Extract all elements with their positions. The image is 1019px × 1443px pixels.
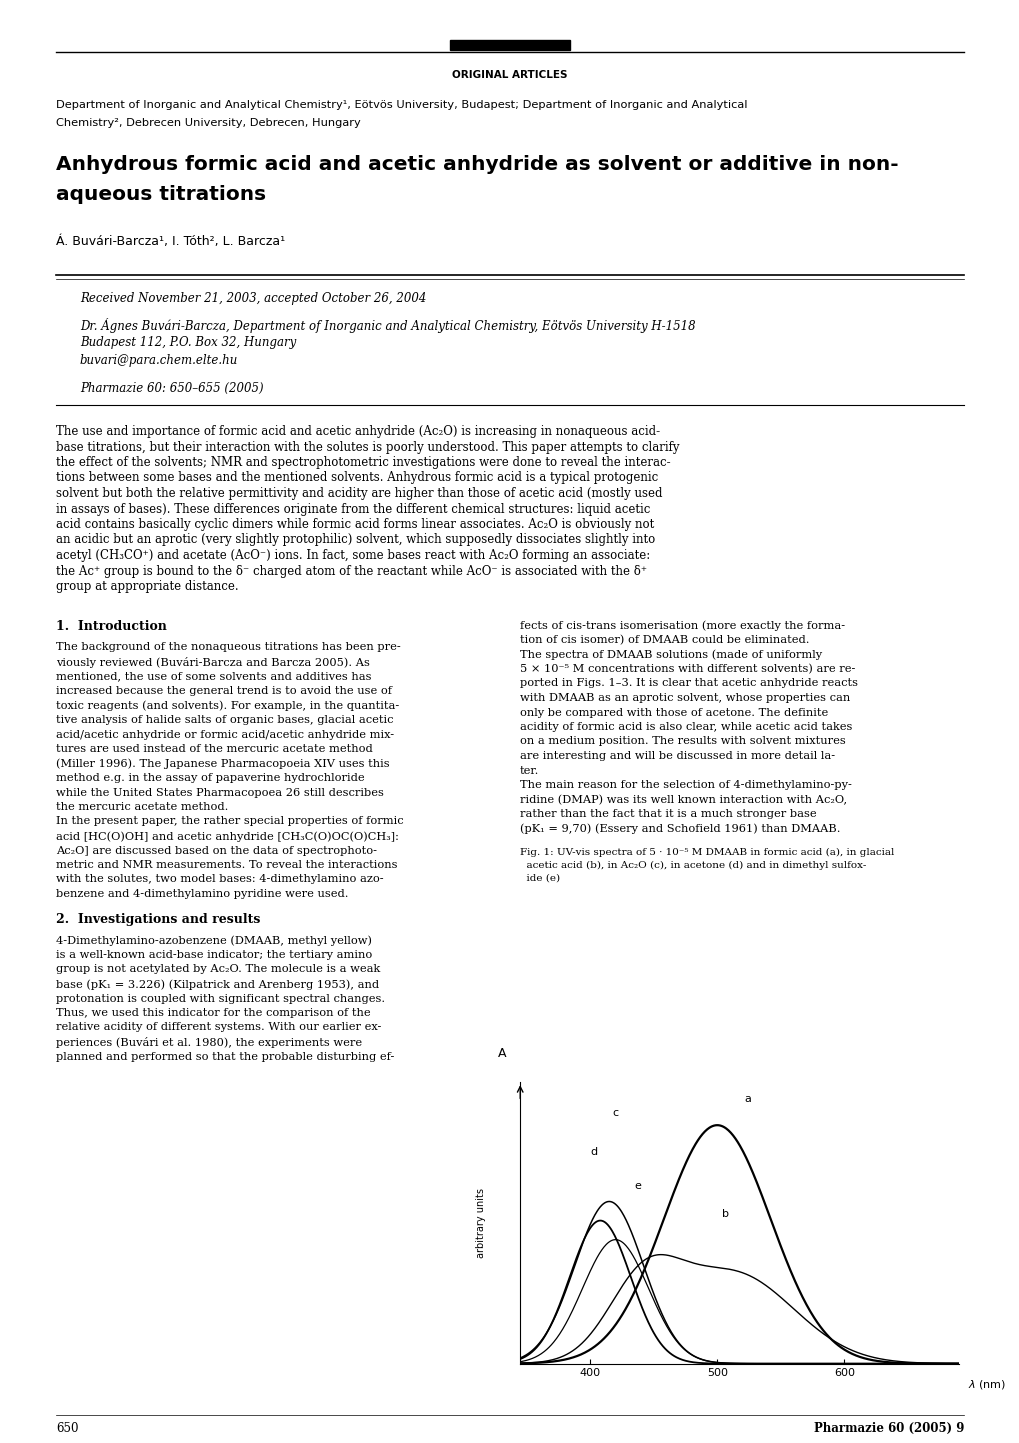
Text: benzene and 4-dimethylamino pyridine were used.: benzene and 4-dimethylamino pyridine wer…: [56, 889, 348, 899]
Text: Dr. Ágnes Buvári-Barcza, Department of Inorganic and Analytical Chemistry, Eötvö: Dr. Ágnes Buvári-Barcza, Department of I…: [79, 317, 695, 333]
Text: Received November 21, 2003, accepted October 26, 2004: Received November 21, 2003, accepted Oct…: [79, 291, 426, 304]
Text: acetic acid (b), in Ac₂O (c), in acetone (d) and in dimethyl sulfox-: acetic acid (b), in Ac₂O (c), in acetone…: [520, 861, 865, 870]
Text: d: d: [590, 1147, 597, 1157]
Text: Pharmazie 60 (2005) 9: Pharmazie 60 (2005) 9: [813, 1421, 963, 1434]
Text: an acidic but an aprotic (very slightly protophilic) solvent, which supposedly d: an acidic but an aprotic (very slightly …: [56, 534, 654, 547]
Text: the mercuric acetate method.: the mercuric acetate method.: [56, 802, 228, 812]
Text: $\lambda$ (nm): $\lambda$ (nm): [967, 1378, 1005, 1391]
Text: The background of the nonaqueous titrations has been pre-: The background of the nonaqueous titrati…: [56, 642, 400, 652]
Text: Pharmazie 60: 650–655 (2005): Pharmazie 60: 650–655 (2005): [79, 382, 263, 395]
Text: base titrations, but their interaction with the solutes is poorly understood. Th: base titrations, but their interaction w…: [56, 440, 679, 453]
Text: (pK₁ = 9,70) (Essery and Schofield 1961) than DMAAB.: (pK₁ = 9,70) (Essery and Schofield 1961)…: [520, 824, 840, 834]
Text: ORIGINAL ARTICLES: ORIGINAL ARTICLES: [451, 71, 568, 79]
Text: rather than the fact that it is a much stronger base: rather than the fact that it is a much s…: [520, 810, 816, 820]
Text: the Ac⁺ group is bound to the δ⁻ charged atom of the reactant while AcO⁻ is asso: the Ac⁺ group is bound to the δ⁻ charged…: [56, 564, 646, 577]
Text: tions between some bases and the mentioned solvents. Anhydrous formic acid is a : tions between some bases and the mention…: [56, 472, 657, 485]
Text: method e.g. in the assay of papaverine hydrochloride: method e.g. in the assay of papaverine h…: [56, 773, 364, 784]
Text: metric and NMR measurements. To reveal the interactions: metric and NMR measurements. To reveal t…: [56, 860, 397, 870]
Text: Thus, we used this indicator for the comparison of the: Thus, we used this indicator for the com…: [56, 1009, 370, 1017]
Text: fects of cis-trans isomerisation (more exactly the forma-: fects of cis-trans isomerisation (more e…: [520, 620, 845, 631]
Text: Chemistry², Debrecen University, Debrecen, Hungary: Chemistry², Debrecen University, Debrece…: [56, 118, 361, 128]
Text: in assays of bases). These differences originate from the different chemical str: in assays of bases). These differences o…: [56, 502, 650, 515]
Text: acid/acetic anhydride or formic acid/acetic anhydride mix-: acid/acetic anhydride or formic acid/ace…: [56, 730, 393, 739]
Text: arbitrary units: arbitrary units: [475, 1188, 485, 1258]
Text: group at appropriate distance.: group at appropriate distance.: [56, 580, 238, 593]
Text: group is not acetylated by Ac₂O. The molecule is a weak: group is not acetylated by Ac₂O. The mol…: [56, 964, 380, 974]
Text: toxic reagents (and solvents). For example, in the quantita-: toxic reagents (and solvents). For examp…: [56, 700, 398, 711]
Text: ide (e): ide (e): [520, 874, 559, 883]
Text: The spectra of DMAAB solutions (made of uniformly: The spectra of DMAAB solutions (made of …: [520, 649, 821, 659]
Text: acetyl (CH₃CO⁺) and acetate (AcO⁻) ions. In fact, some bases react with Ac₂O for: acetyl (CH₃CO⁺) and acetate (AcO⁻) ions.…: [56, 548, 650, 561]
Text: the effect of the solvents; NMR and spectrophotometric investigations were done : the effect of the solvents; NMR and spec…: [56, 456, 669, 469]
Text: is a well-known acid-base indicator; the tertiary amino: is a well-known acid-base indicator; the…: [56, 949, 372, 960]
Text: 1.  Introduction: 1. Introduction: [56, 620, 167, 633]
Text: e: e: [634, 1182, 641, 1190]
Text: Department of Inorganic and Analytical Chemistry¹, Eötvös University, Budapest; : Department of Inorganic and Analytical C…: [56, 100, 747, 110]
Text: ported in Figs. 1–3. It is clear that acetic anhydride reacts: ported in Figs. 1–3. It is clear that ac…: [520, 678, 857, 688]
Text: The main reason for the selection of 4-dimethylamino-py-: The main reason for the selection of 4-d…: [520, 781, 851, 789]
Text: b: b: [721, 1209, 729, 1219]
Text: are interesting and will be discussed in more detail la-: are interesting and will be discussed in…: [520, 750, 835, 760]
Text: acidity of formic acid is also clear, while acetic acid takes: acidity of formic acid is also clear, wh…: [520, 722, 852, 732]
Text: acid contains basically cyclic dimers while formic acid forms linear associates.: acid contains basically cyclic dimers wh…: [56, 518, 653, 531]
Text: 650: 650: [56, 1421, 78, 1434]
Text: on a medium position. The results with solvent mixtures: on a medium position. The results with s…: [520, 736, 845, 746]
Text: while the United States Pharmacopoea 26 still describes: while the United States Pharmacopoea 26 …: [56, 788, 383, 798]
Text: 5 × 10⁻⁵ M concentrations with different solvents) are re-: 5 × 10⁻⁵ M concentrations with different…: [520, 664, 855, 674]
Text: periences (Buvári et al. 1980), the experiments were: periences (Buvári et al. 1980), the expe…: [56, 1038, 362, 1048]
Text: aqueous titrations: aqueous titrations: [56, 185, 266, 203]
Text: planned and performed so that the probable disturbing ef-: planned and performed so that the probab…: [56, 1052, 394, 1062]
Text: a: a: [743, 1094, 750, 1104]
Text: In the present paper, the rather special properties of formic: In the present paper, the rather special…: [56, 817, 404, 827]
Text: 2.  Investigations and results: 2. Investigations and results: [56, 913, 260, 926]
Text: protonation is coupled with significant spectral changes.: protonation is coupled with significant …: [56, 993, 385, 1003]
Text: The use and importance of formic acid and acetic anhydride (Ac₂O) is increasing : The use and importance of formic acid an…: [56, 426, 659, 439]
Text: with the solutes, two model bases: 4-dimethylamino azo-: with the solutes, two model bases: 4-dim…: [56, 874, 383, 885]
Text: base (pK₁ = 3.226) (Kilpatrick and Arenberg 1953), and: base (pK₁ = 3.226) (Kilpatrick and Arenb…: [56, 978, 379, 990]
Text: Anhydrous formic acid and acetic anhydride as solvent or additive in non-: Anhydrous formic acid and acetic anhydri…: [56, 154, 898, 175]
Text: tion of cis isomer) of DMAAB could be eliminated.: tion of cis isomer) of DMAAB could be el…: [520, 635, 809, 645]
Text: with DMAAB as an aprotic solvent, whose properties can: with DMAAB as an aprotic solvent, whose …: [520, 693, 850, 703]
Text: buvari@para.chem.elte.hu: buvari@para.chem.elte.hu: [79, 354, 238, 367]
Text: A: A: [498, 1046, 506, 1059]
Text: Á. Buvári-Barcza¹, I. Tóth², L. Barcza¹: Á. Buvári-Barcza¹, I. Tóth², L. Barcza¹: [56, 235, 285, 248]
Text: relative acidity of different systems. With our earlier ex-: relative acidity of different systems. W…: [56, 1023, 381, 1033]
Text: only be compared with those of acetone. The definite: only be compared with those of acetone. …: [520, 707, 827, 717]
Text: 4-Dimethylamino-azobenzene (DMAAB, methyl yellow): 4-Dimethylamino-azobenzene (DMAAB, methy…: [56, 935, 372, 947]
Text: ridine (DMAP) was its well known interaction with Ac₂O,: ridine (DMAP) was its well known interac…: [520, 795, 847, 805]
Text: tures are used instead of the mercuric acetate method: tures are used instead of the mercuric a…: [56, 745, 372, 755]
Text: solvent but both the relative permittivity and acidity are higher than those of : solvent but both the relative permittivi…: [56, 486, 662, 501]
Text: c: c: [611, 1108, 618, 1118]
Text: Ac₂O] are discussed based on the data of spectrophoto-: Ac₂O] are discussed based on the data of…: [56, 846, 377, 856]
Text: tive analysis of halide salts of organic bases, glacial acetic: tive analysis of halide salts of organic…: [56, 714, 393, 724]
Text: increased because the general trend is to avoid the use of: increased because the general trend is t…: [56, 685, 391, 696]
Text: acid [HC(O)OH] and acetic anhydride [CH₃C(O)OC(O)CH₃]:: acid [HC(O)OH] and acetic anhydride [CH₃…: [56, 831, 398, 841]
Text: Fig. 1: UV-vis spectra of 5 · 10⁻⁵ M DMAAB in formic acid (a), in glacial: Fig. 1: UV-vis spectra of 5 · 10⁻⁵ M DMA…: [520, 848, 894, 857]
Text: viously reviewed (Buvári-Barcza and Barcza 2005). As: viously reviewed (Buvári-Barcza and Barc…: [56, 657, 370, 668]
Bar: [449, 40, 570, 51]
Text: ter.: ter.: [520, 765, 539, 775]
Text: Budapest 112, P.O. Box 32, Hungary: Budapest 112, P.O. Box 32, Hungary: [79, 336, 296, 349]
Text: (Miller 1996). The Japanese Pharmacopoeia XIV uses this: (Miller 1996). The Japanese Pharmacopoei…: [56, 759, 389, 769]
Text: mentioned, the use of some solvents and additives has: mentioned, the use of some solvents and …: [56, 671, 371, 681]
